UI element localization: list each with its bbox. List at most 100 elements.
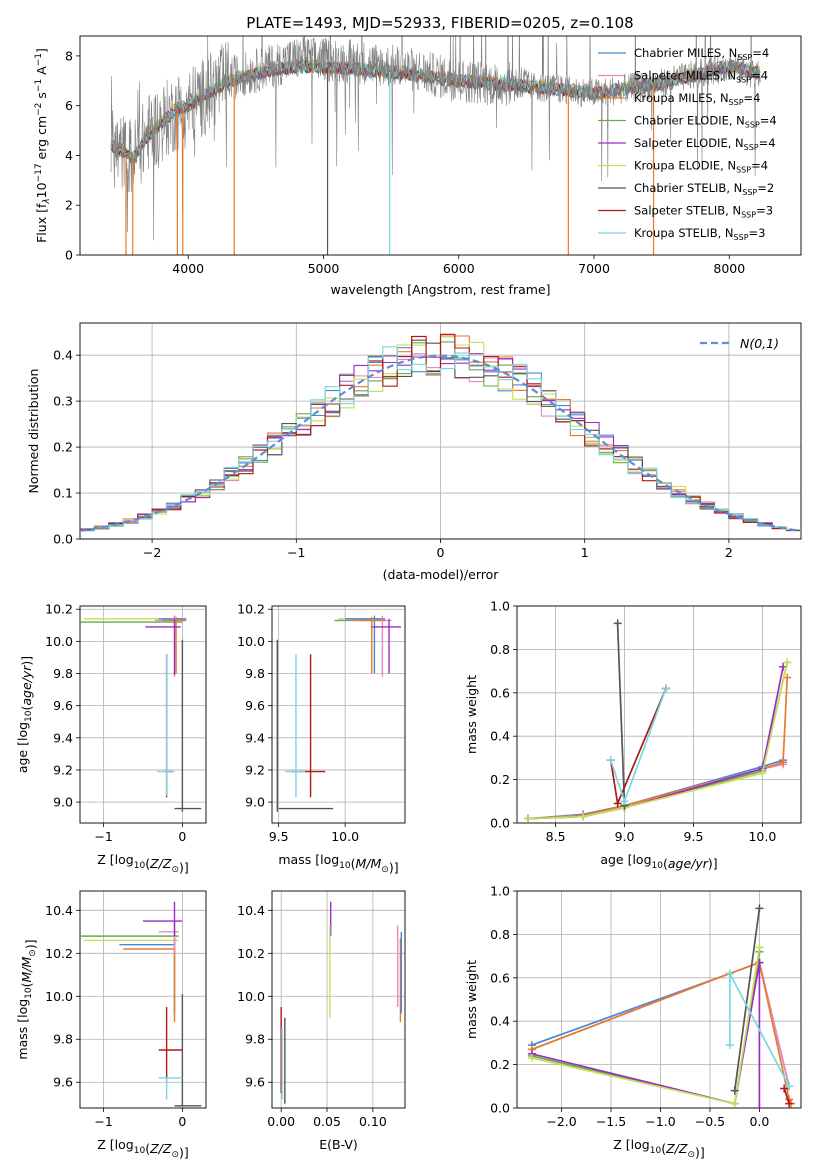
x-tick-label: 9.5 [269,829,289,844]
y-tick-label: 0.4 [490,1014,510,1029]
y-tick-label: 4 [65,148,73,163]
weight-marker [783,658,792,667]
weight-line-kroupa_stelib [609,688,667,804]
legend-label: Kroupa ELODIE, NSSP=4 [634,159,768,175]
x-tick-label: 0.00 [267,1114,295,1129]
y-tick-label: 9.0 [245,795,265,810]
weight-line-kroupa_elodie [531,947,761,1105]
x-axis-label: Z [log10(Z/Z⊙)] [613,1137,705,1160]
y-tick-label: 0.3 [53,394,73,409]
x-tick-label: 1 [581,545,589,560]
weight-marker [620,797,629,806]
weight-marker [755,904,764,913]
y-tick-label: 0.6 [490,970,510,985]
y-tick-label: 0 [65,248,73,263]
axes-frame [79,890,207,1109]
x-axis-label: age [log10(age/yr)] [600,852,717,871]
residuals-panel: −2 −1 0 1 2 0.0 0.1 0.2 0.3 0.4 (data-model)/error… [26,322,802,582]
legend-label: Chabrier MILES, NSSP=4 [634,46,769,62]
x-tick-label: 0 [178,1114,186,1129]
y-tick-label: 9.6 [53,698,73,713]
x-tick-label: 7000 [578,261,610,276]
legend-label: Salpeter ELODIE, NSSP=4 [634,136,776,152]
y-tick-label: 0.2 [490,1057,510,1072]
x-tick-label: 0 [178,829,186,844]
x-tick-label: −1 [287,545,305,560]
weight-line-salpeter_elodie [527,666,784,820]
y-tick-label: 10.0 [45,634,73,649]
weight-marker [730,1099,739,1108]
y-tick-label: 10.2 [45,946,73,961]
y-tick-label: 10.4 [237,903,265,918]
x-axis-label: wavelength [Angstrom, rest frame] [330,282,550,297]
x-tick-label: −1 [94,829,112,844]
y-tick-label: 10.0 [237,989,265,1004]
y-axis-label: mass weight [464,960,479,1039]
x-tick-label: −0.5 [695,1114,725,1129]
y-tick-label: 0.6 [490,685,510,700]
x-tick-label: 8.5 [546,829,566,844]
x-tick-label: 9.0 [615,829,635,844]
weight-marker [606,756,615,765]
weight-line-chabrier_stelib [733,908,761,1091]
weight-marker [527,1054,536,1063]
residuals-plot-area [80,333,801,534]
weight-marker [661,684,670,693]
y-tick-label: 10.0 [45,989,73,1004]
y-tick-label: 0.1 [53,486,73,501]
x-axis-label: Z [log10(Z/Z⊙)] [97,1137,189,1160]
weight-marker [613,799,622,808]
y-tick-label: 9.6 [245,698,265,713]
x-tick-label: 9.5 [684,829,704,844]
mass_vs_ebv-plot-area [280,901,403,1104]
weight_vs_Z-panel: −2.0 −1.5 −1.0 −0.5 0.0 0.0 0.2 0.4 0.6 0.8 1.0 Z [… [464,884,802,1160]
weight_vs_age-plot-area [524,619,792,823]
age_vs_Z-panel: −1 0 9.0 9.2 9.4 9.6 9.8 10.0 10.2 Z [log10(Z/Z⊙)… [15,602,207,875]
y-tick-label: 9.6 [245,1075,265,1090]
x-axis-label: E(B-V) [319,1137,358,1152]
y-tick-label: 6 [65,98,73,113]
weight-line-kroupa_elodie [527,662,789,820]
axes-frame [79,322,802,540]
y-tick-label: 0.8 [490,642,510,657]
weight-line-chabrier_elodie [527,662,789,820]
y-tick-label: 10.4 [45,903,73,918]
mass_vs_Z-panel: −1 0 9.6 9.8 10.0 10.2 10.4 Z [log10(Z/Z⊙)] mass… [15,890,207,1160]
x-tick-label: 2 [725,545,733,560]
y-tick-label: 1.0 [490,884,510,899]
y-tick-label: 9.0 [53,795,73,810]
y-tick-label: 0.4 [53,348,73,363]
mass_vs_ebv-panel: 0.00 0.05 0.10 9.6 9.8 10.0 10.2 10.4 E(B-V) [237,890,406,1152]
y-tick-label: 9.8 [245,666,265,681]
weight-line-chabrier_stelib [616,623,626,806]
legend-label: Salpeter MILES, NSSP=4 [634,69,768,85]
weight_vs_age-panel: 8.5 9.0 9.5 10.0 0.0 0.2 0.4 0.6 0.8 1.0 age [log1… [464,599,802,871]
x-tick-label: 0.0 [749,1114,769,1129]
x-axis-label: mass [log10(M/M⊙)] [278,852,398,875]
weight-marker [780,1084,789,1093]
axes-frame [271,605,406,824]
y-axis-label: age [log10(age/yr)] [15,656,34,773]
axes-frame [79,35,802,256]
y-tick-label: 9.8 [53,1032,73,1047]
axes-frame [516,605,802,824]
y-tick-label: 9.8 [245,1032,265,1047]
y-axis-label: Flux [fλ10−17 erg cm−2 s−1 A−1] [34,48,52,243]
x-tick-label: 5000 [308,261,340,276]
y-tick-label: 0.2 [490,772,510,787]
x-tick-label: −1.5 [596,1114,626,1129]
weight-line-chabrier_miles [527,759,784,820]
y-tick-label: 9.4 [245,730,265,745]
weight-line-salpeter_miles [527,763,784,820]
weight-line-kroupa_miles [531,961,792,1105]
weight-marker [524,814,533,823]
weight-marker [755,943,764,952]
weight-marker [579,812,588,821]
x-tick-label: −2 [143,545,161,560]
legend-label-normal: N(0,1) [740,336,779,351]
weight-line-salpeter_stelib [783,1088,790,1104]
x-tick-label: 0.05 [313,1114,341,1129]
x-tick-label: −1 [94,1114,112,1129]
y-tick-label: 0.2 [53,440,73,455]
legend-label: Kroupa MILES, NSSP=4 [634,91,760,107]
